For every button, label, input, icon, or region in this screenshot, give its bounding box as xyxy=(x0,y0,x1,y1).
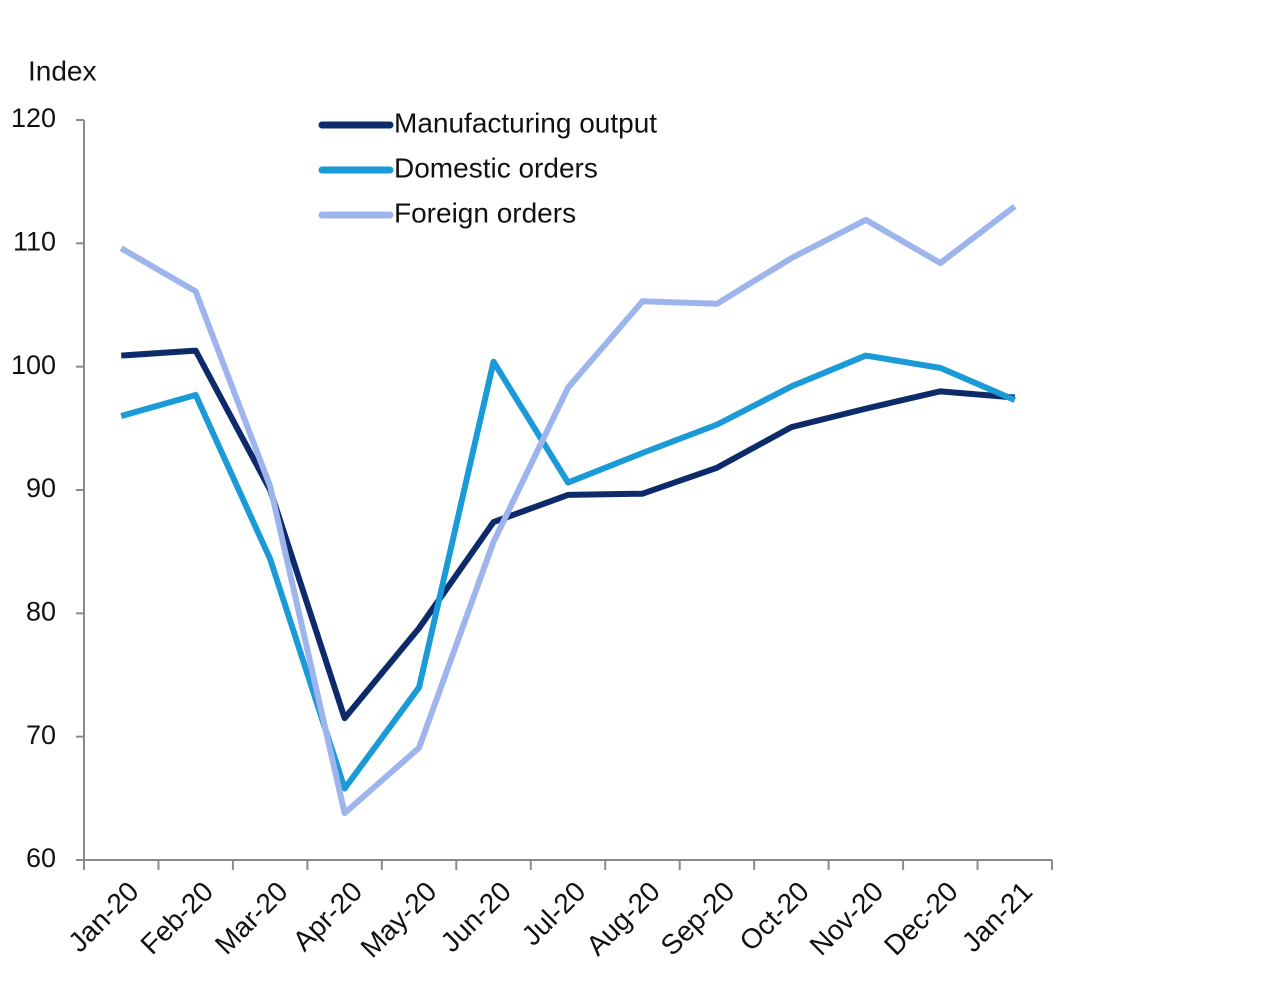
y-axis-label: Index xyxy=(28,55,97,86)
x-tick-label: Jan-21 xyxy=(956,876,1038,958)
x-tick-label: Nov-20 xyxy=(804,876,890,962)
series-line xyxy=(121,347,1016,722)
series-line xyxy=(119,203,1017,817)
y-tick-label: 60 xyxy=(26,843,56,873)
x-tick-label: Mar-20 xyxy=(209,876,294,961)
x-tick-label: Oct-20 xyxy=(734,876,815,957)
legend-label: Domestic orders xyxy=(394,152,598,183)
x-tick-label: May-20 xyxy=(355,876,443,964)
x-tick-label: Dec-20 xyxy=(878,876,964,962)
x-tick-label: Aug-20 xyxy=(580,876,666,962)
y-tick-label: 120 xyxy=(11,103,56,133)
x-tick-label: Feb-20 xyxy=(135,876,220,961)
x-tick-label: Jun-20 xyxy=(435,876,517,958)
y-tick-label: 70 xyxy=(26,720,56,750)
x-tick-label: Apr-20 xyxy=(287,876,368,957)
y-tick-label: 110 xyxy=(13,226,56,256)
y-tick-label: 100 xyxy=(11,350,56,380)
legend-label: Foreign orders xyxy=(394,197,576,228)
series-line xyxy=(120,352,1016,792)
legend-label: Manufacturing output xyxy=(394,107,657,138)
x-tick-label: Sep-20 xyxy=(655,876,741,962)
y-tick-label: 90 xyxy=(26,473,56,503)
x-tick-label: Jan-20 xyxy=(62,876,144,958)
y-tick-label: 80 xyxy=(26,596,56,626)
